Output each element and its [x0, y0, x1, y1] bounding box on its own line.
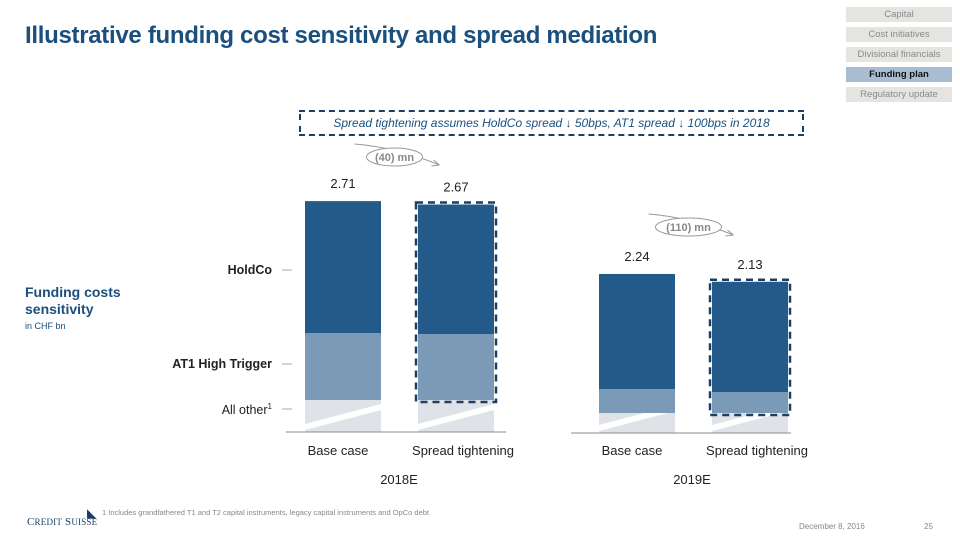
nav-capital[interactable]: Capital	[846, 7, 952, 22]
bar-at1	[418, 334, 494, 400]
nav-divisional-financials[interactable]: Divisional financials	[846, 47, 952, 62]
page-title: Illustrative funding cost sensitivity an…	[25, 22, 658, 49]
legend-other: All other1	[221, 402, 272, 418]
assumption-note: Spread tightening assumes HoldCo spread …	[299, 110, 804, 136]
bar-holdco	[712, 281, 788, 392]
chart-side-title: Funding costs sensitivity	[25, 284, 121, 317]
legend-at1: AT1 High Trigger	[172, 357, 272, 371]
page-number: 25	[924, 522, 933, 531]
axis-break-mark	[418, 404, 494, 430]
category-label: Spread tightening	[412, 443, 514, 458]
footnote: 1 Includes grandfathered T1 and T2 capit…	[102, 508, 429, 517]
bar-holdco	[305, 201, 381, 333]
nav-funding-plan[interactable]: Funding plan	[846, 67, 952, 82]
bar-at1	[599, 389, 675, 413]
spread-highlight-box	[708, 278, 792, 417]
bar-at1	[712, 392, 788, 413]
bar-total-label: 2.13	[737, 257, 762, 272]
delta-bubble	[655, 217, 722, 237]
category-label: Spread tightening	[706, 443, 808, 458]
bar-total-label: 2.71	[330, 176, 355, 191]
bar-holdco	[418, 204, 494, 334]
delta-bubble	[366, 147, 423, 167]
group-label: 2018E	[380, 472, 418, 487]
date: December 8, 2016	[799, 522, 865, 531]
bar-all-other	[599, 413, 675, 433]
bar-all-other	[712, 413, 788, 433]
credit-suisse-logo: CREDIT SUISSE ◣	[27, 506, 98, 528]
legend-holdco: HoldCo	[227, 263, 272, 277]
delta-label: (110) mn	[666, 222, 711, 234]
category-label: Base case	[308, 443, 369, 458]
bar-holdco	[599, 273, 675, 389]
spread-highlight-box	[414, 201, 498, 404]
nav-regulatory-update[interactable]: Regulatory update	[846, 87, 952, 102]
delta-label: (40) mn	[375, 152, 414, 164]
category-label: Base case	[602, 443, 663, 458]
chart-unit: in CHF bn	[25, 321, 66, 331]
bar-total-label: 2.24	[624, 249, 649, 264]
bar-at1	[305, 333, 381, 400]
nav-cost-initiatives[interactable]: Cost initiatives	[846, 27, 952, 42]
bar-total-label: 2.67	[443, 180, 468, 195]
group-label: 2019E	[673, 472, 711, 487]
axis-break-mark	[305, 404, 381, 430]
